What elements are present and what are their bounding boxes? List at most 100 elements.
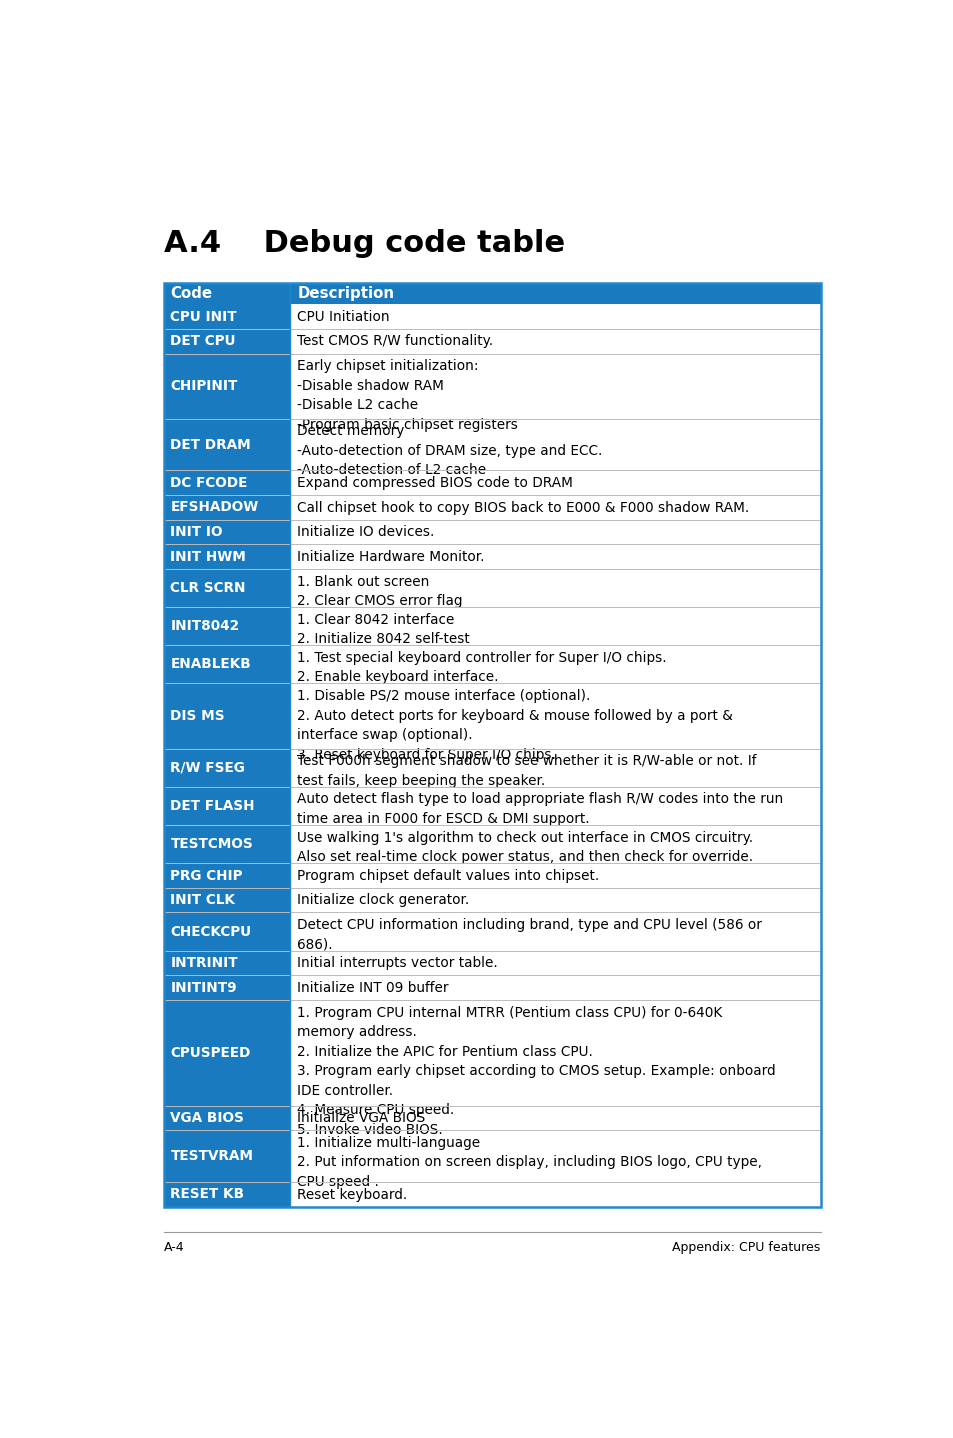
Text: Reset keyboard.: Reset keyboard.: [297, 1188, 407, 1202]
Bar: [164, 1182, 290, 1206]
Text: Call chipset hook to copy BIOS back to E000 & F000 shadow RAM.: Call chipset hook to copy BIOS back to E…: [297, 500, 749, 515]
Text: DC FCODE: DC FCODE: [171, 476, 248, 490]
Text: 1. Initialize multi-language
2. Put information on screen display, including BIO: 1. Initialize multi-language 2. Put info…: [297, 1136, 761, 1189]
Bar: [290, 305, 820, 329]
Text: DET CPU: DET CPU: [171, 334, 235, 348]
Text: Initialize IO devices.: Initialize IO devices.: [297, 525, 435, 539]
Text: TESTCMOS: TESTCMOS: [171, 837, 253, 851]
Text: CPU INIT: CPU INIT: [171, 309, 236, 324]
Text: CLR SCRN: CLR SCRN: [171, 581, 246, 595]
Text: DET FLASH: DET FLASH: [171, 800, 254, 812]
Bar: [164, 545, 290, 569]
Bar: [290, 863, 820, 887]
Text: Initialize INT 09 buffer: Initialize INT 09 buffer: [297, 981, 449, 995]
Text: Appendix: CPU features: Appendix: CPU features: [672, 1241, 820, 1254]
Bar: [290, 1106, 820, 1130]
Bar: [164, 283, 820, 1206]
Bar: [290, 975, 820, 999]
Text: Program chipset default values into chipset.: Program chipset default values into chip…: [297, 869, 599, 883]
Text: INITINT9: INITINT9: [171, 981, 236, 995]
Bar: [290, 951, 820, 975]
Bar: [290, 646, 820, 683]
Bar: [290, 519, 820, 545]
Bar: [164, 913, 290, 951]
Bar: [290, 329, 820, 354]
Bar: [290, 470, 820, 495]
Bar: [290, 749, 820, 787]
Bar: [164, 999, 290, 1106]
Text: PRG CHIP: PRG CHIP: [171, 869, 243, 883]
Bar: [164, 329, 290, 354]
Text: INTRINIT: INTRINIT: [171, 956, 238, 971]
Bar: [290, 887, 820, 913]
Text: CHIPINIT: CHIPINIT: [171, 380, 237, 393]
Bar: [164, 607, 290, 646]
Text: Initialize VGA BIOS: Initialize VGA BIOS: [297, 1112, 425, 1126]
Text: Early chipset initialization:
-Disable shadow RAM
-Disable L2 cache
-Program bas: Early chipset initialization: -Disable s…: [297, 360, 517, 431]
Text: CHECKCPU: CHECKCPU: [171, 925, 252, 939]
Bar: [290, 683, 820, 749]
Bar: [290, 1130, 820, 1182]
Text: Description: Description: [297, 286, 395, 301]
Text: Use walking 1's algorithm to check out interface in CMOS circuitry.
Also set rea: Use walking 1's algorithm to check out i…: [297, 831, 753, 864]
Text: ENABLEKB: ENABLEKB: [171, 657, 251, 672]
Text: VGA BIOS: VGA BIOS: [171, 1112, 244, 1125]
Text: RESET KB: RESET KB: [171, 1188, 244, 1201]
Text: Auto detect flash type to load appropriate flash R/W codes into the run
time are: Auto detect flash type to load appropria…: [297, 792, 783, 825]
Bar: [290, 607, 820, 646]
Text: INIT HWM: INIT HWM: [171, 549, 246, 564]
Bar: [164, 519, 290, 545]
Text: TESTVRAM: TESTVRAM: [171, 1149, 253, 1163]
Text: A-4: A-4: [164, 1241, 185, 1254]
Text: DET DRAM: DET DRAM: [171, 437, 251, 452]
Text: Initial interrupts vector table.: Initial interrupts vector table.: [297, 956, 497, 971]
Bar: [164, 1130, 290, 1182]
Text: INIT IO: INIT IO: [171, 525, 223, 539]
Text: Test CMOS R/W functionality.: Test CMOS R/W functionality.: [297, 335, 493, 348]
Text: CPUSPEED: CPUSPEED: [171, 1045, 251, 1060]
Bar: [164, 975, 290, 999]
Bar: [164, 749, 290, 787]
Bar: [290, 913, 820, 951]
Bar: [164, 470, 290, 495]
Text: INIT CLK: INIT CLK: [171, 893, 235, 907]
Bar: [164, 887, 290, 913]
Text: Detect CPU information including brand, type and CPU level (586 or
686).: Detect CPU information including brand, …: [297, 917, 761, 952]
Bar: [290, 495, 820, 519]
Text: Initialize Hardware Monitor.: Initialize Hardware Monitor.: [297, 549, 484, 564]
Bar: [164, 305, 290, 329]
Text: Expand compressed BIOS code to DRAM: Expand compressed BIOS code to DRAM: [297, 476, 573, 490]
Text: R/W FSEG: R/W FSEG: [171, 761, 245, 775]
Text: EFSHADOW: EFSHADOW: [171, 500, 258, 515]
Bar: [290, 418, 820, 470]
Text: 1. Disable PS/2 mouse interface (optional).
2. Auto detect ports for keyboard & : 1. Disable PS/2 mouse interface (optiona…: [297, 689, 733, 762]
Text: Initialize clock generator.: Initialize clock generator.: [297, 893, 469, 907]
Text: Test F000h segment shadow to see whether it is R/W-able or not. If
test fails, k: Test F000h segment shadow to see whether…: [297, 755, 757, 788]
Text: DIS MS: DIS MS: [171, 709, 225, 723]
Bar: [164, 1106, 290, 1130]
Bar: [290, 1182, 820, 1206]
Text: 1. Blank out screen
2. Clear CMOS error flag: 1. Blank out screen 2. Clear CMOS error …: [297, 575, 462, 608]
Text: 1. Test special keyboard controller for Super I/O chips.
2. Enable keyboard inte: 1. Test special keyboard controller for …: [297, 651, 666, 684]
Bar: [164, 354, 290, 418]
Text: A.4    Debug code table: A.4 Debug code table: [164, 229, 565, 257]
Bar: [290, 354, 820, 418]
Bar: [164, 418, 290, 470]
Bar: [290, 999, 820, 1106]
Bar: [164, 495, 290, 519]
Bar: [290, 569, 820, 607]
Text: 1. Clear 8042 interface
2. Initialize 8042 self-test: 1. Clear 8042 interface 2. Initialize 80…: [297, 613, 470, 646]
Text: Detect memory
-Auto-detection of DRAM size, type and ECC.
-Auto-detection of L2 : Detect memory -Auto-detection of DRAM si…: [297, 424, 602, 477]
Text: Code: Code: [171, 286, 213, 301]
Bar: [290, 787, 820, 825]
Bar: [164, 825, 290, 863]
Bar: [164, 283, 820, 305]
Bar: [164, 683, 290, 749]
Bar: [164, 863, 290, 887]
Bar: [164, 787, 290, 825]
Text: INIT8042: INIT8042: [171, 620, 239, 633]
Bar: [164, 951, 290, 975]
Bar: [290, 825, 820, 863]
Bar: [164, 646, 290, 683]
Bar: [290, 545, 820, 569]
